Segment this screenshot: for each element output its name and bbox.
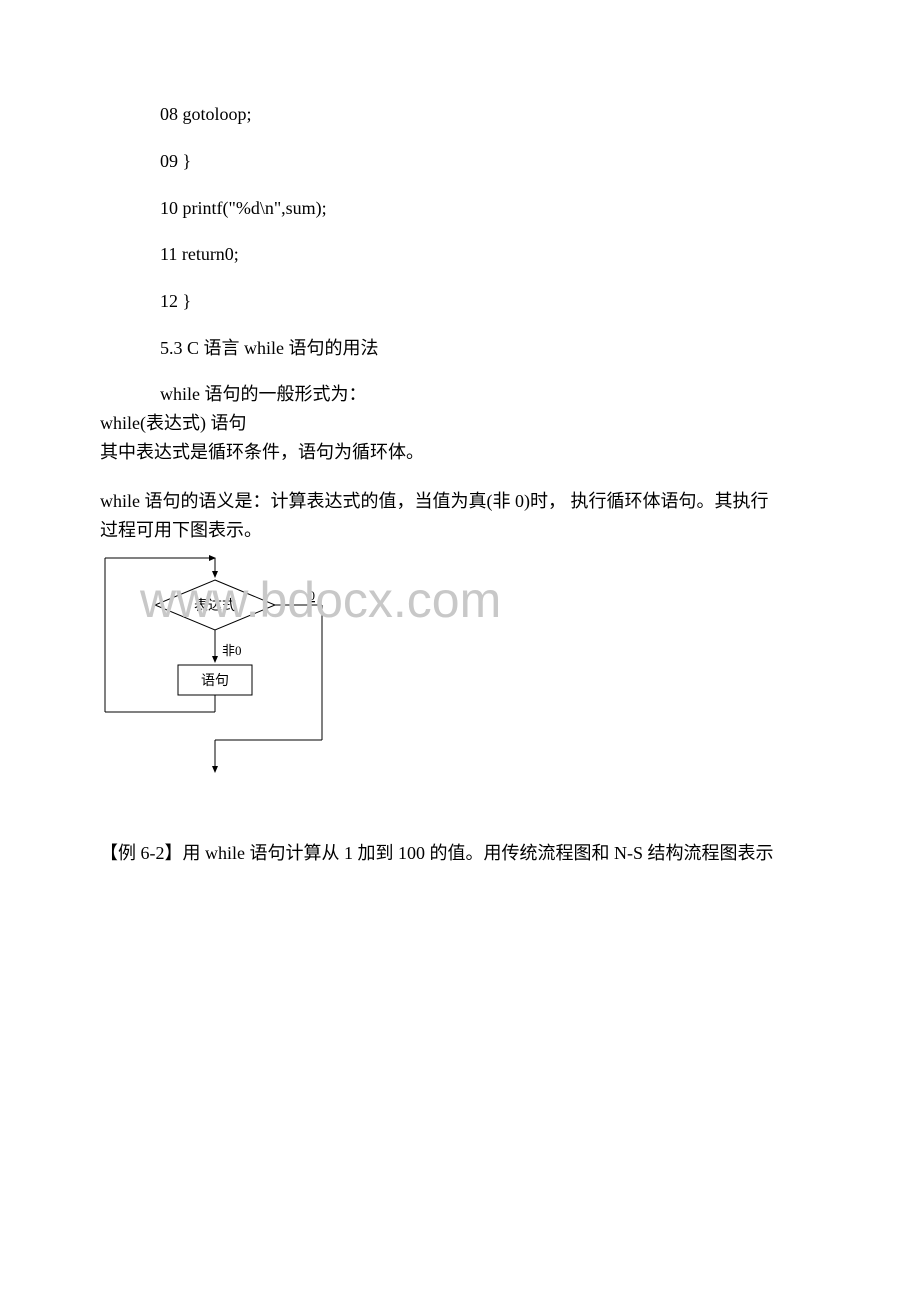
section-title: 5.3 C 语言 while 语句的用法 <box>160 334 820 363</box>
para1-line3: 其中表达式是循环条件，语句为循环体。 <box>100 439 820 466</box>
example-text: 【例 6-2】用 while 语句计算从 1 加到 100 的值。用传统流程图和… <box>100 839 820 868</box>
flowchart: 表达式 0 非0 语句 <box>100 550 820 789</box>
code-line-10: 10 printf("%d\n",sum); <box>160 194 820 223</box>
para1-line2: while(表达式) 语句 <box>100 410 820 437</box>
code-line-11: 11 return0; <box>160 240 820 269</box>
para1-line1: while 语句的一般形式为： <box>160 381 820 408</box>
true-label: 非0 <box>222 643 242 658</box>
false-label: 0 <box>309 588 316 603</box>
decision-label: 表达式 <box>194 598 236 614</box>
para2-line2: 过程可用下图表示。 <box>100 517 820 544</box>
stmt-label: 语句 <box>201 673 229 689</box>
para2-line1: while 语句的语义是：计算表达式的值，当值为真(非 0)时， 执行循环体语句… <box>100 488 820 515</box>
code-line-12: 12 } <box>160 287 820 316</box>
code-line-08: 08 gotoloop; <box>160 100 820 129</box>
code-line-09: 09 } <box>160 147 820 176</box>
